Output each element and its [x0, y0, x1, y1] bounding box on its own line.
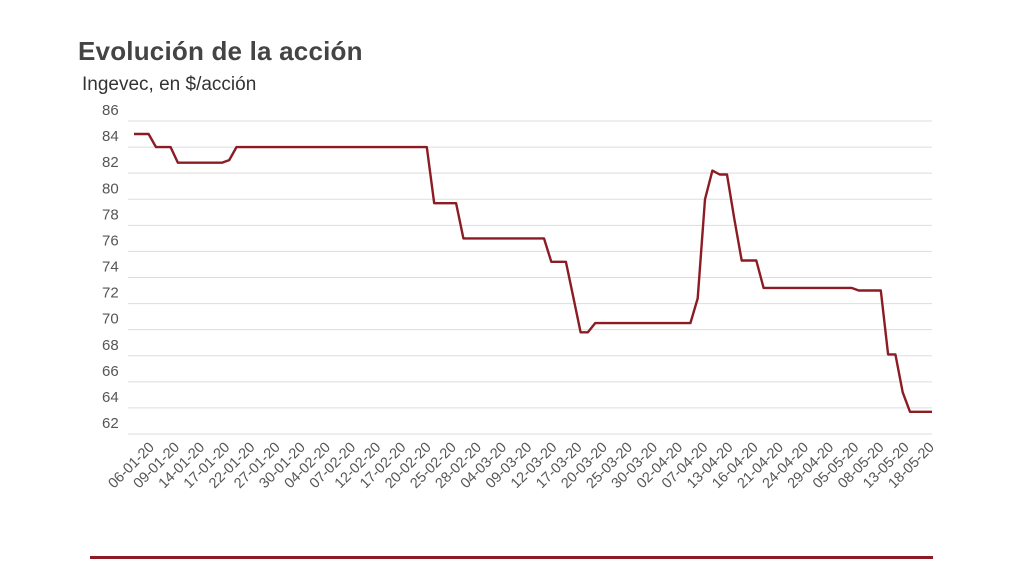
chart-title: Evolución de la acción: [78, 36, 363, 66]
series-line: [134, 132, 932, 413]
y-tick-label: 70: [102, 311, 119, 328]
y-axis-ticks: 62 64 66 68 70 72 74 76 78 80 82 84 86: [102, 102, 119, 432]
y-tick-label: 72: [102, 285, 119, 302]
y-tick-label: 68: [102, 337, 119, 354]
y-tick-label: 80: [102, 180, 119, 197]
series-layer: [134, 132, 932, 413]
y-tick-label: 76: [102, 232, 119, 249]
chart-subtitle: Ingevec, en $/acción: [82, 74, 257, 95]
y-tick-label: 64: [102, 389, 119, 406]
y-tick-label: 78: [102, 206, 119, 223]
y-tick-label: 74: [102, 259, 119, 276]
y-tick-label: 84: [102, 128, 119, 145]
y-tick-label: 66: [102, 363, 119, 380]
bottom-rule: [90, 556, 933, 559]
y-tick-label: 86: [102, 102, 119, 119]
y-tick-label: 62: [102, 415, 119, 432]
x-axis-ticks: 06-01-2009-01-2014-01-2017-01-2022-01-20…: [105, 440, 937, 492]
y-tick-label: 82: [102, 154, 119, 171]
gridlines: [128, 120, 932, 435]
